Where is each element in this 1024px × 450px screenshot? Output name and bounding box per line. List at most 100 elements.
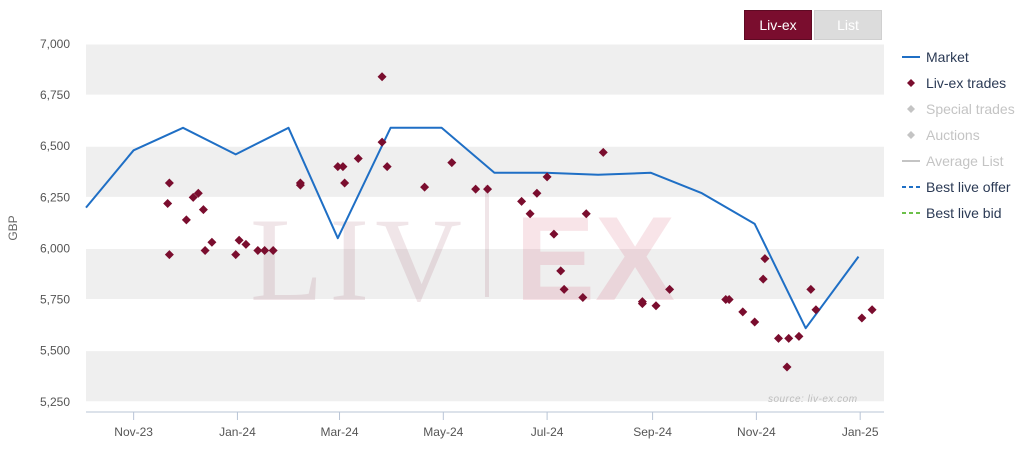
trade-point [760,254,770,264]
legend-item-average-list[interactable]: Average List [902,148,1024,174]
liv-ex-watermark: LIV EX [250,185,675,326]
plot-band [86,299,884,351]
trade-point [637,297,647,307]
legend-label: Liv-ex trades [926,75,1007,91]
trade-point [811,305,821,315]
axes: 5,250 5,500 5,750 6,000 6,250 6,500 6,750 7,000… [40,37,884,439]
trade-point [231,250,241,260]
trade-point [549,229,559,239]
trade-point [198,205,208,215]
legend-label: Best live offer [926,179,1011,195]
y-tick-label: 6,000 [40,241,70,255]
trade-point [340,178,350,188]
trade-point [333,162,343,172]
source-credit: source: liv-ex.com [768,394,858,405]
plot-bands [86,44,884,412]
trade-point [806,284,816,294]
trade-point [268,245,278,255]
trade-point [857,313,867,323]
trade-point [559,284,569,294]
legend-item-auctions[interactable]: Auctions [902,122,1024,148]
trade-point [338,162,348,172]
trade-point [758,274,768,284]
plot-band [86,401,884,412]
y-tick-label: 7,000 [40,37,70,51]
trade-point [377,137,387,147]
y-tick-label: 6,750 [40,88,70,102]
trade-point [724,295,734,305]
market-series [85,126,860,330]
trade-point [382,162,392,172]
legend-item-best-live-bid[interactable]: Best live bid [902,200,1024,226]
legend-item-liv-ex-trades[interactable]: Liv-ex trades [902,70,1024,96]
trade-point [598,147,608,157]
trade-point [164,250,174,260]
x-tick-label: Nov-23 [114,425,153,439]
trade-point [525,209,535,219]
trade-point [207,237,217,247]
trade-point [471,184,481,194]
x-tick-label: Mar-24 [321,425,359,439]
trade-point [253,245,263,255]
trade-point [260,245,270,255]
trade-point [188,192,198,202]
tab-list[interactable]: List [814,10,882,40]
trade-point [483,184,493,194]
trade-point [794,331,804,341]
trade-point [750,317,760,327]
x-tick-label: Jul-24 [531,425,564,439]
y-tick-label: 5,500 [40,344,70,358]
legend-label: Auctions [926,127,980,143]
legend-symbol-icon [907,105,915,113]
legend-item-market[interactable]: Market [902,44,1024,70]
legend-symbol-icon [902,160,920,162]
trade-point [578,293,588,303]
trade-point [738,307,748,317]
legend-item-best-live-offer[interactable]: Best live offer [902,174,1024,200]
trade-point [665,284,675,294]
trade-point [200,245,210,255]
legend-symbol-icon [907,131,915,139]
chart-legend: Market Liv-ex trades Special trades Auction… [902,44,1024,226]
trade-point [181,215,191,225]
market-line [85,126,860,330]
y-tick-label: 5,750 [40,293,70,307]
plot-band [86,95,884,147]
trade-point [377,72,387,82]
legend-label: Special trades [926,101,1015,117]
trade-point [867,305,877,315]
trade-point [556,266,566,276]
x-tick-label: May-24 [423,425,463,439]
trade-point [784,333,794,343]
y-tick-label: 6,250 [40,190,70,204]
trade-point [353,153,363,163]
trade-point [164,178,174,188]
legend-label: Best live bid [926,205,1002,221]
trade-point [193,188,203,198]
trade-point [447,158,457,168]
trade-point [295,180,305,190]
trade-point [420,182,430,192]
x-tick-label: Jan-25 [842,425,879,439]
trade-point [581,209,591,219]
legend-symbol-icon [902,212,920,214]
tab-liv-ex[interactable]: Liv-ex [744,10,812,40]
trade-point [241,239,251,249]
trade-point [651,301,661,311]
trade-point [782,362,792,372]
liv-ex-trades-series [163,72,877,372]
watermark-divider [485,185,489,297]
y-axis-title: GBP [6,215,20,240]
trade-point [542,172,552,182]
trade-point [517,196,527,206]
trade-point [532,188,542,198]
legend-symbol-icon [902,56,920,58]
legend-symbol-icon [902,186,920,188]
trade-point [163,198,173,208]
legend-item-special-trades[interactable]: Special trades [902,96,1024,122]
y-tick-label: 6,500 [40,139,70,153]
trade-point [234,235,244,245]
x-tick-label: Sep-24 [633,425,672,439]
legend-symbol-icon [907,79,915,87]
